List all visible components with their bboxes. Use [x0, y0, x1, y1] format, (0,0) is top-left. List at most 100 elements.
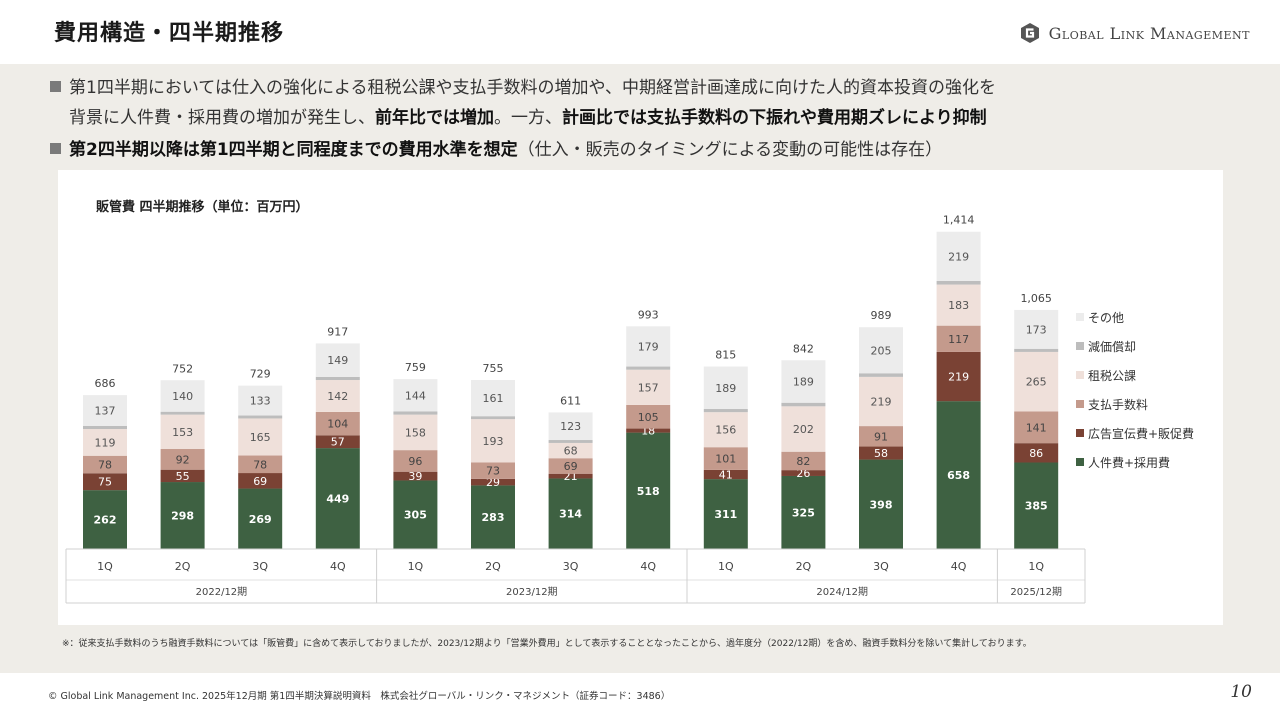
- logo-mark-icon: [1020, 23, 1039, 43]
- legend-label: その他: [1088, 311, 1124, 325]
- bar-segment: [471, 416, 515, 420]
- bullet-1-line1: 第1四半期においては仕入の強化による租税公課や支払手数料の増加や、中期経営計画達…: [69, 78, 996, 98]
- data-label: 205: [871, 344, 892, 357]
- total-label: 729: [250, 368, 271, 381]
- bullet-1: 第1四半期においては仕入の強化による租税公課や支払手数料の増加や、中期経営計画達…: [50, 74, 996, 102]
- bar-segment: [393, 480, 438, 549]
- period-label: 2024/12期: [816, 586, 868, 598]
- data-label: 283: [482, 511, 505, 524]
- bar-segment: [238, 473, 283, 489]
- data-label: 518: [637, 485, 660, 498]
- bullet-1-line2-mid: 。一方、: [494, 108, 562, 128]
- legend-swatch: [1076, 458, 1084, 466]
- legend-label: 広告宣伝費+販促費: [1088, 426, 1194, 441]
- total-label: 1,065: [1020, 292, 1052, 305]
- data-label: 96: [408, 455, 422, 468]
- bar-segment: [160, 411, 205, 415]
- data-label: 219: [948, 371, 969, 384]
- footnote: ※：従来支払手数料のうち融資手数料については「販管費」に含めて表示しておりました…: [62, 639, 1032, 649]
- total-label: 917: [327, 325, 348, 338]
- bar-segment: [859, 459, 903, 549]
- data-label: 149: [327, 354, 348, 367]
- data-label: 141: [1026, 421, 1047, 434]
- data-label: 58: [874, 447, 888, 460]
- bar-segment: [859, 373, 903, 377]
- bullet-2: 第2四半期以降は第1四半期と同程度までの費用水準を想定（仕入・販売のタイミングに…: [50, 136, 942, 164]
- bar-segment: [859, 327, 903, 374]
- legend-swatch: [1076, 371, 1084, 379]
- bar-segment: [315, 411, 360, 436]
- data-label: 219: [871, 395, 892, 408]
- x-tick-label: 1Q: [1028, 560, 1044, 573]
- data-label: 173: [1026, 323, 1047, 336]
- bar-segment: [238, 455, 283, 474]
- bar-segment: [315, 343, 360, 377]
- x-tick-label: 2Q: [175, 560, 191, 573]
- data-label: 311: [714, 508, 737, 521]
- legend-label: 租税公課: [1088, 368, 1136, 383]
- bar-segment: [471, 380, 515, 417]
- bar-segment: [703, 479, 748, 549]
- data-label: 41: [719, 469, 733, 482]
- data-label: 105: [638, 411, 659, 424]
- x-tick-label: 1Q: [718, 560, 734, 573]
- total-label: 686: [95, 377, 116, 390]
- bar-segment: [160, 449, 205, 470]
- data-label: 117: [948, 333, 969, 346]
- bar-segment: [548, 442, 593, 459]
- data-label: 161: [483, 392, 504, 405]
- data-label: 314: [559, 508, 582, 521]
- bar-segment: [238, 488, 283, 549]
- data-label: 298: [171, 510, 194, 523]
- data-label: 57: [331, 436, 345, 449]
- bar-segment: [626, 404, 671, 429]
- bar-segment: [393, 411, 438, 415]
- data-label: 101: [715, 453, 736, 466]
- brand-logo: Global Link Management: [1019, 22, 1250, 44]
- data-label: 265: [1026, 376, 1047, 389]
- legend-swatch: [1076, 342, 1084, 350]
- bar-segment: [703, 447, 748, 470]
- bar-segment: [83, 429, 127, 456]
- data-label: 189: [793, 375, 814, 388]
- x-tick-label: 4Q: [640, 560, 656, 573]
- bar-segment: [160, 482, 205, 549]
- bar-segment: [781, 402, 826, 407]
- x-tick-label: 3Q: [252, 560, 268, 573]
- data-label: 142: [327, 390, 348, 403]
- legend-label: 人件費+採用費: [1088, 455, 1170, 470]
- data-label: 75: [98, 476, 112, 489]
- data-label: 262: [94, 514, 117, 527]
- brand-name: Global Link Management: [1048, 23, 1250, 43]
- data-label: 156: [715, 424, 736, 437]
- x-tick-label: 2Q: [796, 560, 812, 573]
- total-label: 759: [405, 361, 426, 374]
- bar-segment: [315, 448, 360, 549]
- bar-segment: [83, 490, 127, 549]
- bar-segment: [703, 412, 748, 448]
- total-label: 993: [638, 308, 659, 321]
- legend-swatch: [1076, 313, 1084, 321]
- data-label: 68: [564, 445, 578, 458]
- bar-segment: [859, 376, 903, 427]
- bar-segment: [393, 471, 438, 481]
- data-label: 78: [98, 459, 112, 472]
- x-tick-label: 3Q: [873, 560, 889, 573]
- total-label: 842: [793, 342, 814, 355]
- bar-segment: [626, 428, 671, 433]
- bar-segment: [238, 415, 283, 419]
- bar-segment: [315, 380, 360, 412]
- bar-segment: [936, 351, 981, 402]
- bar-segment: [781, 475, 826, 549]
- data-label: 269: [249, 513, 272, 526]
- bar-segment: [781, 360, 826, 403]
- data-label: 26: [796, 467, 810, 480]
- data-label: 144: [405, 389, 426, 402]
- x-tick-label: 3Q: [563, 560, 579, 573]
- bar-segment: [548, 412, 593, 441]
- bar-segment: [548, 458, 593, 474]
- data-label: 55: [176, 470, 190, 483]
- data-label: 140: [172, 390, 193, 403]
- data-label: 29: [486, 476, 500, 489]
- total-label: 752: [172, 362, 193, 375]
